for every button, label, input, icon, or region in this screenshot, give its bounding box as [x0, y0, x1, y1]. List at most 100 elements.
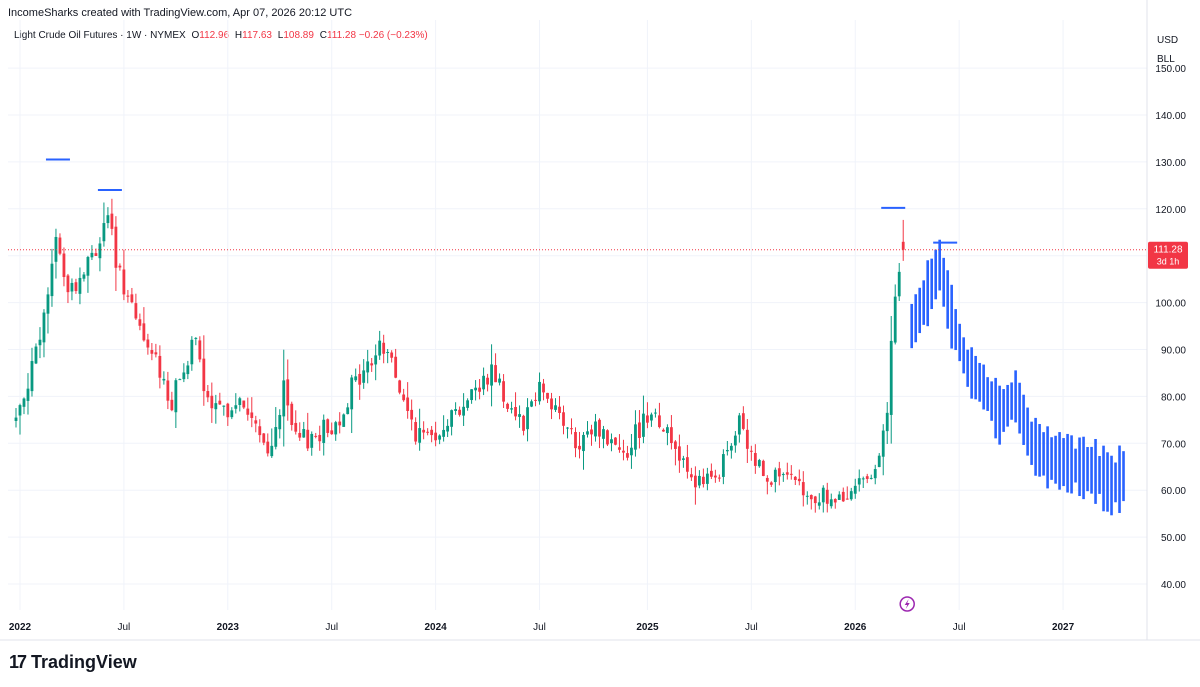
- candle-body[interactable]: [234, 405, 238, 409]
- candle-body[interactable]: [813, 496, 817, 504]
- candle-body[interactable]: [590, 429, 593, 435]
- candle-body[interactable]: [606, 430, 609, 445]
- candle-body[interactable]: [422, 429, 426, 433]
- projection-bar[interactable]: [974, 355, 977, 400]
- candle-body[interactable]: [805, 495, 809, 497]
- projection-bar[interactable]: [1078, 437, 1081, 497]
- projection-bar[interactable]: [1110, 455, 1113, 516]
- candle-body[interactable]: [406, 397, 410, 411]
- candle-body[interactable]: [162, 378, 166, 381]
- candle-body[interactable]: [170, 399, 174, 411]
- candle-body[interactable]: [610, 439, 613, 444]
- candle-body[interactable]: [466, 400, 469, 408]
- candle-body[interactable]: [378, 340, 382, 356]
- candle-body[interactable]: [70, 282, 74, 292]
- candle-body[interactable]: [809, 495, 813, 500]
- candle-body[interactable]: [458, 409, 462, 415]
- projection-bar[interactable]: [998, 385, 1001, 445]
- candle-body[interactable]: [434, 432, 438, 441]
- candle-body[interactable]: [138, 319, 142, 326]
- candle-body[interactable]: [118, 265, 122, 268]
- candle-body[interactable]: [74, 282, 78, 292]
- projection-bar[interactable]: [990, 381, 993, 421]
- candle-body[interactable]: [486, 377, 489, 385]
- candle-body[interactable]: [266, 441, 270, 454]
- projection-bar[interactable]: [1086, 447, 1089, 492]
- candle-body[interactable]: [278, 414, 282, 430]
- projection-bar[interactable]: [978, 362, 981, 402]
- candle-body[interactable]: [753, 452, 757, 466]
- candle-body[interactable]: [366, 361, 370, 373]
- projection-bar[interactable]: [1022, 394, 1025, 445]
- candle-body[interactable]: [570, 428, 573, 430]
- candle-body[interactable]: [721, 454, 725, 477]
- candle-body[interactable]: [158, 355, 162, 378]
- candle-body[interactable]: [146, 339, 150, 348]
- candle-body[interactable]: [578, 445, 581, 450]
- candle-body[interactable]: [302, 428, 306, 438]
- projection-bar[interactable]: [1102, 445, 1105, 512]
- candle-body[interactable]: [733, 435, 737, 446]
- candle-body[interactable]: [574, 432, 577, 449]
- candle-body[interactable]: [793, 476, 797, 480]
- candle-body[interactable]: [849, 491, 853, 500]
- candle-body[interactable]: [410, 409, 414, 420]
- candle-body[interactable]: [470, 389, 473, 401]
- candle-body[interactable]: [881, 430, 885, 457]
- candle-body[interactable]: [38, 339, 42, 346]
- candle-body[interactable]: [54, 236, 58, 262]
- candle-body[interactable]: [801, 482, 805, 496]
- candle-body[interactable]: [781, 474, 785, 476]
- projection-bar[interactable]: [910, 303, 914, 349]
- projection-bar[interactable]: [958, 323, 961, 362]
- candle-body[interactable]: [90, 252, 94, 258]
- candle-body[interactable]: [697, 475, 701, 486]
- candle-body[interactable]: [206, 391, 210, 398]
- candle-body[interactable]: [362, 370, 366, 383]
- candle-body[interactable]: [514, 406, 517, 417]
- currency-unit[interactable]: USD BLL: [1157, 31, 1178, 69]
- candle-body[interactable]: [526, 407, 529, 430]
- projection-bar[interactable]: [914, 294, 918, 343]
- candle-body[interactable]: [42, 312, 46, 343]
- candle-body[interactable]: [166, 380, 170, 401]
- candle-body[interactable]: [741, 413, 745, 429]
- candle-body[interactable]: [222, 405, 226, 407]
- projection-bar[interactable]: [1118, 445, 1121, 513]
- projection-bar[interactable]: [1122, 451, 1125, 502]
- candle-body[interactable]: [518, 414, 521, 417]
- candle-body[interactable]: [833, 499, 837, 503]
- candle-body[interactable]: [150, 350, 154, 354]
- candle-body[interactable]: [785, 472, 789, 475]
- candle-body[interactable]: [354, 376, 358, 381]
- candle-body[interactable]: [18, 405, 22, 416]
- projection-bar[interactable]: [994, 377, 997, 439]
- candle-body[interactable]: [258, 426, 262, 436]
- candle-body[interactable]: [450, 410, 454, 427]
- candle-body[interactable]: [46, 294, 50, 314]
- projection-bar[interactable]: [1106, 452, 1109, 512]
- candle-body[interactable]: [398, 380, 402, 393]
- candle-body[interactable]: [226, 403, 230, 418]
- projection-bar[interactable]: [1094, 438, 1097, 504]
- projection-bar[interactable]: [946, 270, 949, 329]
- candle-body[interactable]: [298, 432, 302, 438]
- candle-body[interactable]: [522, 415, 525, 431]
- projection-bar[interactable]: [1042, 432, 1045, 476]
- candle-body[interactable]: [654, 412, 657, 414]
- candle-body[interactable]: [442, 429, 446, 437]
- candle-body[interactable]: [538, 381, 541, 402]
- candle-body[interactable]: [845, 498, 849, 500]
- projection-bar[interactable]: [1018, 382, 1021, 434]
- candle-body[interactable]: [178, 379, 182, 381]
- candle-body[interactable]: [274, 427, 278, 447]
- candle-body[interactable]: [238, 398, 242, 405]
- projection-bar[interactable]: [1114, 462, 1117, 503]
- projection-bar[interactable]: [1070, 435, 1073, 494]
- candle-body[interactable]: [154, 352, 158, 355]
- projection-bar[interactable]: [1054, 435, 1057, 484]
- candle-body[interactable]: [634, 424, 637, 450]
- candle-body[interactable]: [709, 470, 713, 477]
- candle-body[interactable]: [290, 403, 294, 425]
- candle-body[interactable]: [454, 409, 458, 411]
